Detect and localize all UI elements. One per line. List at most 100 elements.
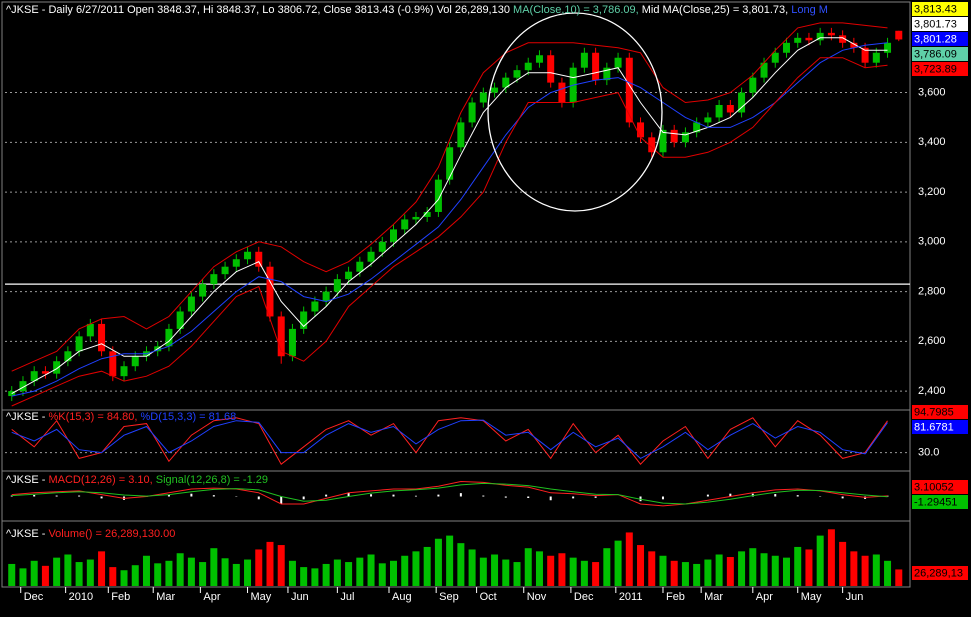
volume-bar [356,557,364,586]
volume-bar [771,555,779,586]
candle-body [827,32,835,36]
candle-body [345,271,353,280]
volume-bar [749,548,757,586]
volume-bar [154,563,162,586]
volume-bar [839,541,847,586]
volume-bar [109,567,117,586]
candle-body [547,55,555,83]
candle-body [457,122,465,148]
volume-bar [580,560,588,586]
candle-body [19,381,27,392]
candle-body [165,328,173,347]
candle-body [749,77,757,93]
candle-body [322,291,330,302]
candle-body [311,301,319,312]
panel-title: ^JKSE - Volume() = 26,289,130.00 [6,528,175,540]
x-tick-label: Jun [291,591,309,603]
candle-body [221,266,229,275]
volume-bar [165,560,173,586]
x-tick-label: Nov [527,591,547,603]
candle-body [794,37,802,43]
y-tick-label: 2,800 [918,285,946,297]
volume-bar [300,567,308,586]
title-segment: Long M [791,4,828,16]
volume-bar [142,555,150,586]
volume-bar [288,560,296,586]
x-tick-label: Feb [111,591,130,603]
volume-bar [378,563,386,586]
candle-body [389,229,397,242]
price-flag-label: 3,813.43 [914,3,957,15]
plot-layer [5,22,910,593]
x-tick-label: Sep [439,591,459,603]
candle-body [434,179,442,212]
candle-body [64,351,72,362]
candle-body [614,57,622,68]
candle-body [659,129,667,153]
candle-body [367,251,375,262]
volume-bar [681,562,689,586]
candle-body [300,311,308,329]
panel-title: ^JKSE - Daily 6/27/2011 Open 3848.37, Hi… [6,4,828,16]
volume-bar [367,554,375,586]
volume-bar [446,535,454,586]
candle-body [491,87,499,93]
title-segment: ^JKSE - [6,528,48,540]
volume-bar [693,563,701,586]
panel-title: ^JKSE - MACD(12,26) = 3.10, Signal(12,26… [6,474,268,486]
volume-bar [64,554,72,586]
candle-body [603,67,611,81]
candle-body [715,105,723,118]
candle-body [288,328,296,357]
overlay-line [11,37,888,395]
candle-body [277,316,285,357]
candle-body [513,70,521,78]
candle-body [535,55,543,63]
volume-bar [513,562,521,586]
volume-bar [491,554,499,586]
x-tick-label: Mar [156,591,175,603]
candle-body [681,132,689,143]
volume-bar [322,563,330,586]
volume-bar [884,560,892,586]
price-flag-label: 3,723.89 [914,63,957,75]
price-flag-label: 94.7985 [914,406,954,418]
candle-body [884,42,892,53]
x-tick-label: May [251,591,272,603]
title-segment: Volume() = 26,289,130.00 [48,528,175,540]
candle-body [423,211,431,217]
volume-bar [726,557,734,586]
candle-body [502,77,510,88]
volume-bar [715,554,723,586]
price-flag [912,2,968,16]
volume-bar [86,559,94,586]
volume-bar [53,557,61,586]
candle-body [378,241,386,252]
volume-bar [389,560,397,586]
volume-bar [255,549,263,586]
x-tick-label: Dec [574,591,594,603]
candle-body [131,356,139,367]
volume-bar [434,538,442,586]
volume-bar [30,560,38,586]
candle-body [704,117,712,123]
volume-bar [41,565,49,586]
x-tick-label: Oct [480,591,497,603]
candle-body [760,62,768,78]
y-tick-label: 3,600 [918,86,946,98]
candle-body [805,37,813,41]
candle-body [637,122,645,138]
title-segment: %D(15,3,3) = 81.68 [140,411,236,423]
volume-bar [131,565,139,586]
candle-body [266,266,274,317]
volume-bar [850,551,858,586]
volume-bar [782,557,790,586]
candle-body [693,122,701,133]
volume-bar [648,551,656,586]
price-flag [912,495,968,509]
volume-bar [221,558,229,586]
x-tick-label: Dec [24,591,44,603]
candle-body [782,42,790,53]
title-segment: %K(15,3) = 84.80, [48,411,140,423]
x-tick-label: May [801,591,822,603]
